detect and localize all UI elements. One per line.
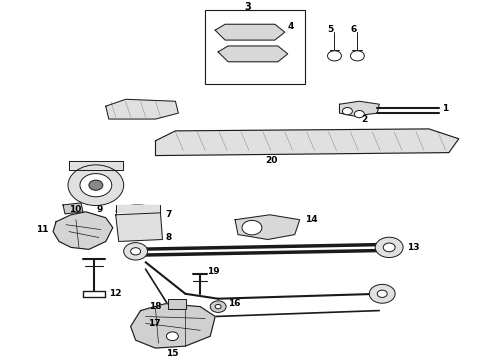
Circle shape [369,284,395,303]
Text: 20: 20 [265,156,277,165]
Text: 16: 16 [228,299,241,308]
Circle shape [350,51,365,61]
Text: 10: 10 [69,205,81,214]
Bar [205,10,305,85]
Polygon shape [235,215,300,239]
Text: 15: 15 [166,348,179,357]
Text: 8: 8 [166,233,171,242]
Circle shape [80,174,112,197]
Text: 19: 19 [207,267,220,276]
Text: 4: 4 [288,22,294,31]
Text: 3: 3 [245,3,251,13]
Text: 13: 13 [407,243,419,252]
Polygon shape [155,129,459,156]
Circle shape [327,51,342,61]
Polygon shape [340,101,379,116]
Circle shape [383,243,395,252]
Text: 14: 14 [305,215,318,224]
Text: 11: 11 [36,225,49,234]
Circle shape [89,180,103,190]
Text: 1: 1 [442,104,448,113]
Circle shape [215,305,221,309]
Text: 9: 9 [97,205,103,214]
Text: 12: 12 [109,289,122,298]
Polygon shape [63,203,83,214]
Circle shape [123,243,147,260]
Circle shape [375,237,403,257]
Polygon shape [106,99,178,119]
Text: 18: 18 [148,302,161,311]
Circle shape [210,301,226,312]
Polygon shape [116,213,163,242]
Polygon shape [53,212,113,249]
Text: 6: 6 [350,25,357,34]
Text: 2: 2 [361,114,368,123]
Text: 7: 7 [166,210,172,219]
Polygon shape [131,304,215,348]
Text: 17: 17 [147,319,160,328]
Polygon shape [215,24,285,40]
Circle shape [68,165,123,206]
Polygon shape [218,46,288,62]
Circle shape [242,220,262,235]
Circle shape [167,332,178,341]
Circle shape [343,108,352,115]
Circle shape [377,290,387,297]
Polygon shape [69,161,122,170]
Text: 5: 5 [327,25,334,34]
Circle shape [131,248,141,255]
Circle shape [354,111,365,118]
Bar [169,299,186,309]
